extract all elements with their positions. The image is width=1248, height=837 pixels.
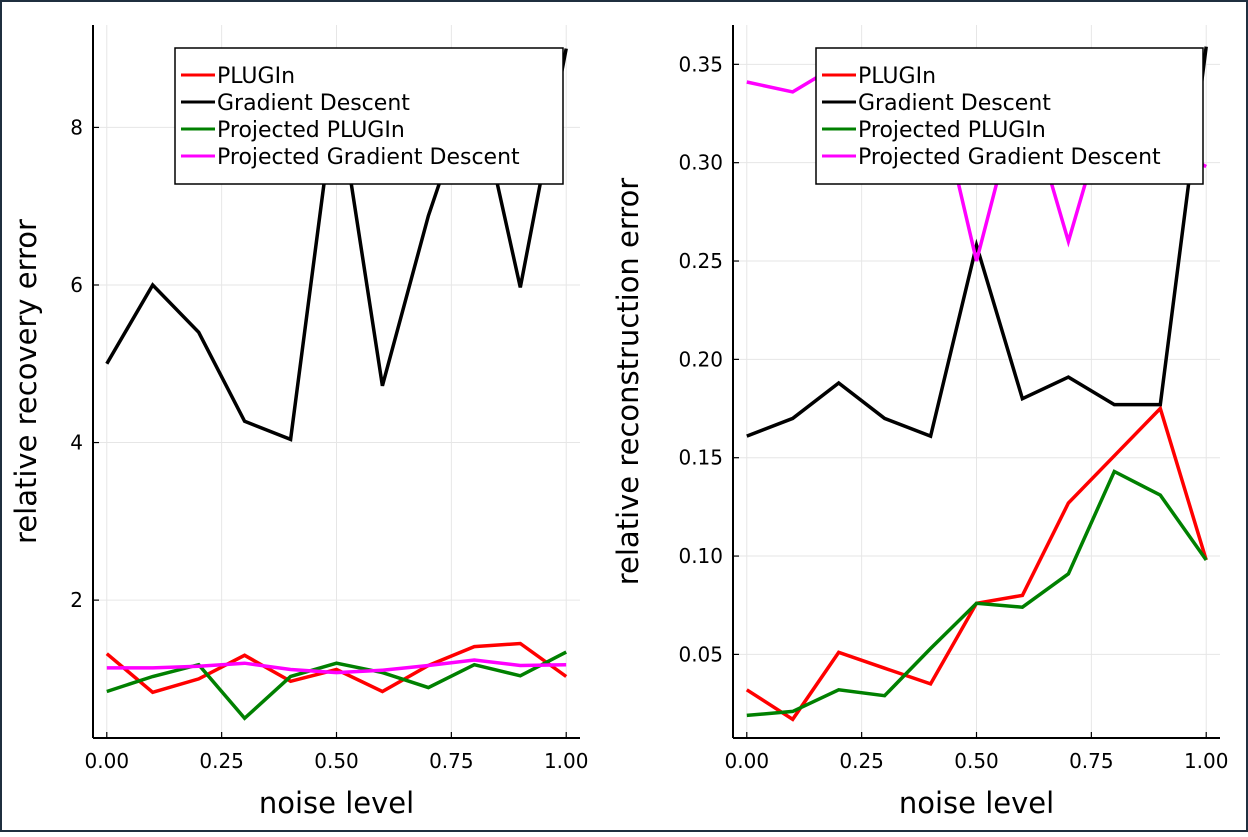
y-axis-label: relative reconstruction error [611,178,645,586]
x-tick-label: 0.50 [314,749,359,773]
legend-label-gradient-descent: Gradient Descent [217,91,410,116]
y-axis-label: relative recovery error [9,219,43,544]
y-tick-label: 4 [70,431,83,455]
legend-label-plugin: PLUGIn [217,64,295,89]
x-tick-label: 0.00 [85,749,130,773]
legend-label-projected-plugin: Projected PLUGIn [858,118,1046,143]
y-tick-label: 0.35 [678,52,723,76]
series-line-gradient-descent [746,46,1208,439]
y-tick-label: 6 [70,273,83,297]
right-chart-panel: 0.00 0.25 0.50 0.75 1.00 0.05 0.10 0.15 0.20 0.25… [611,25,1228,820]
legend-box [815,47,1204,185]
legend-label-projected-plugin: Projected PLUGIn [217,118,405,143]
series-line-plugin [105,641,568,695]
legend-label-gradient-descent: Gradient Descent [858,91,1051,116]
y-tick-label: 0.20 [678,347,723,371]
y-tick-label: 0.05 [678,642,723,666]
y-tick-label: 0.10 [678,544,723,568]
legend-box [174,47,564,185]
legend-label-plugin: PLUGIn [858,64,936,89]
x-tick-label: 0.00 [725,749,770,773]
legend-label-projected-gradient-descent: Projected Gradient Descent [217,145,520,170]
y-tick-label: 0.25 [678,249,723,273]
y-tick-label: 0.15 [678,446,723,470]
x-tick-label: 1.00 [544,749,589,773]
x-axis-label: noise level [259,786,414,820]
y-tick-label: 2 [70,588,83,612]
legend-label-projected-gradient-descent: Projected Gradient Descent [858,145,1161,170]
series-line-projected-gradient-descent [106,658,567,675]
x-tick-label: 0.75 [429,749,474,773]
series-line-projected-plugin [106,650,568,721]
x-tick-label: 0.25 [199,749,244,773]
x-tick-label: 0.75 [1069,749,1114,773]
x-tick-label: 0.50 [954,749,999,773]
x-axis-label: noise level [899,786,1054,820]
y-tick-label: 0.30 [678,151,723,175]
left-chart-panel: 0.00 0.25 0.50 0.75 1.00 2 4 6 8 noise level relat… [9,25,588,820]
x-tick-label: 1.00 [1184,749,1229,773]
y-tick-label: 8 [70,115,83,139]
series-line-projected-plugin [746,469,1208,718]
x-tick-label: 0.25 [839,749,884,773]
